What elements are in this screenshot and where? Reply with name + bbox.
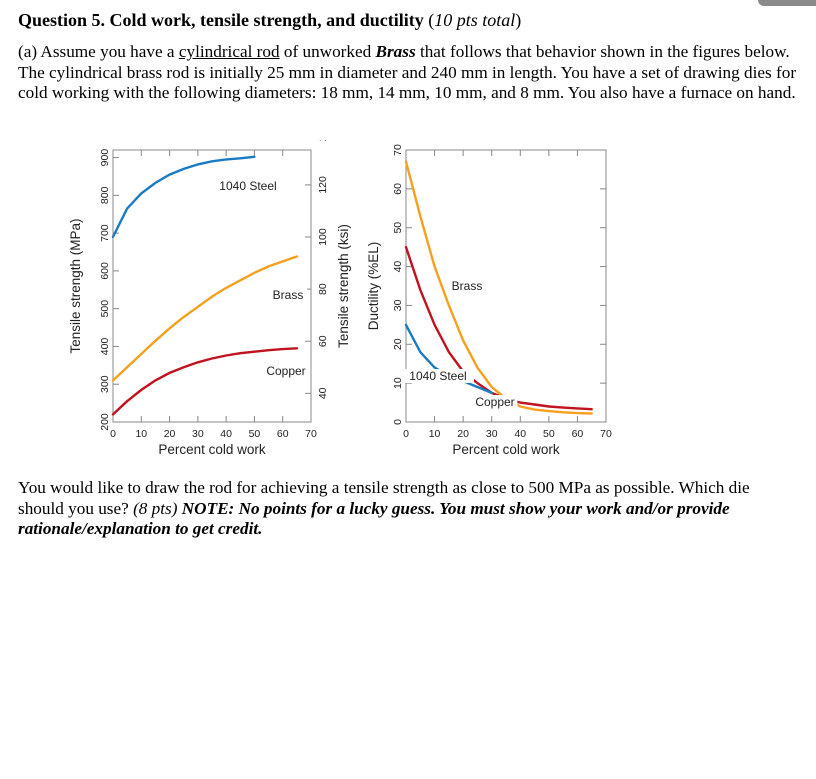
x-tick-label: 50: [249, 428, 261, 440]
x-tick-label: 30: [192, 428, 204, 440]
tensile-strength-chart: 0 10 20 30 40 50 60 70 200 300 400 500 600 700 800 900 4…: [68, 140, 351, 457]
y-tick-label: 0: [392, 419, 404, 425]
points-close: ): [515, 10, 522, 30]
curve-label: Copper: [475, 395, 514, 409]
y2-tick-label: 80: [317, 283, 329, 295]
x-tick-label: 30: [486, 428, 498, 440]
y-tick-label: 900: [99, 149, 111, 167]
y-tick-label: 800: [99, 186, 111, 204]
curve-label-bg: [472, 395, 518, 409]
series-line-brass: [111, 255, 299, 382]
y-axis-label: Tensile strength (MPa): [68, 218, 83, 353]
part-a-prefix: (a) Assume you have a: [18, 42, 179, 61]
question-points: 10 pts total: [434, 10, 516, 30]
x-tick-label: 20: [164, 428, 176, 440]
plot-frame: [405, 149, 607, 423]
x-axis-label: Percent cold work: [452, 442, 560, 457]
y-tick-label: 300: [99, 375, 111, 393]
curve-label: Brass: [273, 288, 304, 302]
points-open: (: [428, 10, 435, 30]
part-b-note: NOTE: No points for a lucky guess. You m…: [18, 498, 730, 539]
part-a-underlined: cylindrical rod: [178, 42, 280, 61]
curve-label: 1040 Steel: [219, 179, 276, 193]
corner-tab: [758, 0, 816, 6]
y-tick-label: 600: [99, 262, 111, 280]
y-tick-label: 500: [99, 300, 111, 318]
curve-label: Brass: [452, 279, 483, 293]
x-tick-label: 10: [429, 428, 441, 440]
y-tick-label: 10: [392, 377, 404, 389]
series-line-brass: [404, 160, 593, 415]
y2-axis-label: Tensile strength (ksi): [336, 224, 351, 348]
x-tick-label: 70: [600, 428, 612, 440]
y-tick-label: 50: [392, 222, 404, 234]
series-line-copper: [111, 347, 299, 416]
x-tick-label: 60: [572, 428, 584, 440]
curve-label-bg: [269, 288, 307, 302]
part-a-paragraph: (a) Assume you have a cylindrical rod of…: [18, 42, 798, 104]
part-b-text: You would like to draw the rod for achie…: [18, 478, 750, 518]
x-tick-label: 40: [220, 428, 232, 440]
y-tick-label: 30: [392, 299, 404, 311]
y-tick-label: 60: [392, 183, 404, 195]
x-tick-label: 70: [305, 428, 317, 440]
part-b-paragraph: You would like to draw the rod for achie…: [18, 478, 798, 540]
curve-label: Copper: [266, 364, 305, 378]
part-a-material: Brass: [375, 42, 416, 61]
curve-label-bg: [263, 364, 309, 378]
y-tick-label: 70: [392, 144, 404, 156]
question-title: Question 5. Cold work, tensile strength,…: [18, 10, 521, 31]
curve-label: 1040 Steel: [409, 369, 466, 383]
y2-tick-label: 120: [317, 176, 329, 194]
question-title-text: Question 5. Cold work, tensile strength,…: [18, 10, 424, 30]
x-tick-label: 20: [457, 428, 469, 440]
figure-cold-work: 0 10 20 30 40 50 60 702003004005006007008009004…: [68, 140, 612, 457]
y2-tick-label: 140: [317, 140, 329, 142]
y-tick-label: 40: [392, 261, 404, 273]
curve-label-bg: [212, 179, 284, 193]
curve-label-bg: [402, 369, 474, 383]
x-axis-label: Percent cold work: [158, 442, 266, 457]
part-b-points: (8 pts): [133, 498, 178, 518]
x-tick-label: 0: [110, 428, 116, 440]
y2-tick-label: 60: [317, 335, 329, 347]
x-tick-label: 0: [403, 428, 409, 440]
x-tick-label: 40: [514, 428, 526, 440]
curve-label-bg: [448, 279, 486, 293]
x-tick-label: 50: [543, 428, 555, 440]
x-tick-label: 10: [135, 428, 147, 440]
y2-tick-label: 40: [317, 387, 329, 399]
y2-tick-label: 100: [317, 228, 329, 246]
y-tick-label: 20: [392, 338, 404, 350]
series-line-1040-steel: [111, 155, 256, 239]
part-a-middle: of unworked: [279, 42, 376, 61]
plot-frame: [112, 149, 312, 423]
y-axis-label: Ductility (%EL): [366, 242, 381, 331]
ductility-chart: 0 10 20 30 40 50 60 70 0 10 20 30 40 50 60 70 Brass 1040 …: [366, 144, 612, 457]
y-tick-label: 700: [99, 224, 111, 242]
part-a-rest: that follows that behavior shown in the …: [18, 42, 797, 102]
y-tick-label: 400: [99, 338, 111, 356]
series-line-copper: [404, 245, 593, 411]
y-tick-label: 200: [99, 413, 111, 431]
x-tick-label: 60: [277, 428, 289, 440]
